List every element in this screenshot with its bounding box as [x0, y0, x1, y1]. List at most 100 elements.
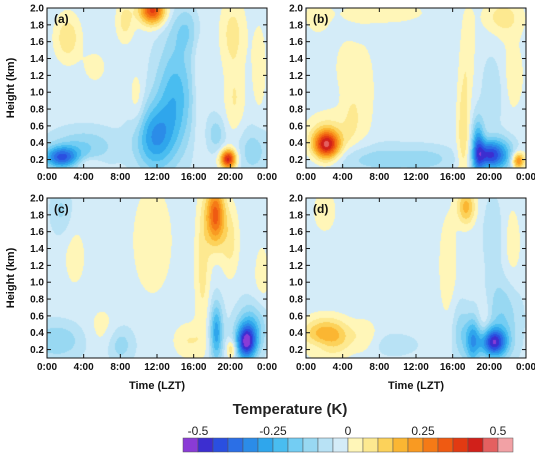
- colorbar-box: [482, 437, 499, 453]
- panel-d-label: (d): [313, 202, 328, 216]
- panel-a-xtick-label: 8:00: [110, 172, 130, 183]
- panel-a-ytick-label: 1.4: [30, 54, 44, 65]
- panel-c-ytick-label: 1.4: [30, 244, 44, 255]
- colorbar: Temperature (K) -0.5 -0.25 0 0.25 0.5: [182, 401, 514, 453]
- panel-a-xtick-label: 20:00: [218, 172, 244, 183]
- panel-d-xtick-label: 4:00: [333, 362, 353, 373]
- panel-c-xlabel: Time (LZT): [129, 380, 185, 392]
- panel-c-ytick-label: 0.4: [30, 328, 44, 339]
- colorbar-tick-label: -0.5: [188, 424, 209, 438]
- panel-d-xtick-label: 20:00: [477, 362, 503, 373]
- colorbar-box: [362, 437, 379, 453]
- colorbar-tick-label: 0: [345, 424, 352, 438]
- panel-d-ytick-label: 0.8: [289, 295, 303, 306]
- colorbar-box: [422, 437, 439, 453]
- colorbar-ticks: -0.5 -0.25 0 0.25 0.5: [188, 424, 507, 438]
- panel-d: 0:00 4:00 8:00 12:00 16:00 20:00 0:00 0.20.40.…: [289, 194, 535, 393]
- panel-c-xtick-label: 4:00: [74, 362, 94, 373]
- panel-c-ytick-label: 0.2: [30, 345, 44, 356]
- panel-a-xtick-label: 12:00: [144, 172, 170, 183]
- colorbar-box: [197, 437, 214, 453]
- panel-d-xticks: 0:00 4:00 8:00 12:00 16:00 20:00 0:00: [296, 198, 535, 373]
- panel-c-ytick-label: 2.0: [30, 194, 44, 205]
- panel-a-ytick-label: 1.0: [30, 88, 44, 99]
- colorbar-box: [377, 437, 394, 453]
- colorbar-tick-label: 0.5: [490, 424, 507, 438]
- panel-b-ytick-label: 1.0: [289, 88, 303, 99]
- panel-a-field: [47, 8, 267, 168]
- panel-c-xtick-label: 12:00: [144, 362, 170, 373]
- panel-c-ytick-label: 1.2: [30, 261, 44, 272]
- colorbar-box: [287, 437, 304, 453]
- colorbar-tick-label: 0.25: [411, 424, 435, 438]
- panel-a-xticks: 0:00 4:00 8:00 12:00 16:00 20:00 0:00: [37, 8, 277, 183]
- panel-b-field: [306, 8, 526, 168]
- panel-a-ytick-label: 1.2: [30, 71, 44, 82]
- panel-a-xtick-label: 16:00: [181, 172, 207, 183]
- panel-d-ytick-label: 1.4: [289, 244, 303, 255]
- panel-b-ytick-label: 1.2: [289, 71, 303, 82]
- panel-b-xtick-label: 20:00: [477, 172, 503, 183]
- colorbar-tick-label: -0.25: [259, 424, 287, 438]
- panel-b-ytick-label: 1.4: [289, 54, 303, 65]
- colorbar-box: [317, 437, 334, 453]
- panel-d-ytick-label: 0.6: [289, 311, 303, 322]
- panel-d-yticks: 0.2 0.4 0.6 0.8 1.0 1.2 1.4 1.6 1.8 2.0: [289, 194, 526, 356]
- colorbar-box: [407, 437, 424, 453]
- panel-b-ytick-label: 0.6: [289, 121, 303, 132]
- colorbar-box: [347, 437, 364, 453]
- panel-a-ytick-label: 1.8: [30, 20, 44, 31]
- panel-a-ytick-label: 0.4: [30, 138, 44, 149]
- panel-a-xtick-label: 4:00: [74, 172, 94, 183]
- panel-c-xtick-label: 8:00: [110, 362, 130, 373]
- panel-b-ytick-label: 1.8: [289, 20, 303, 31]
- panel-d-xtick-label: 0:00: [296, 362, 316, 373]
- panel-c-xtick-label: 0:00: [257, 362, 277, 373]
- panel-c: 0:00 4:00 8:00 12:00 16:00 20:00 0:00 0.20.40.…: [5, 194, 277, 393]
- panel-d-xlabel: Time (LZT): [388, 380, 444, 392]
- panel-c-xtick-label: 16:00: [181, 362, 207, 373]
- panel-b-ytick-label: 2.0: [289, 4, 303, 15]
- colorbar-box: [392, 437, 409, 453]
- panel-c-xticks: 0:00 4:00 8:00 12:00 16:00 20:00 0:00: [37, 198, 277, 373]
- panel-d-xtick-label: 0:00: [516, 362, 535, 373]
- panel-b-yticks: 0.2 0.4 0.6 0.8 1.0 1.2 1.4 1.6 1.8 2.0: [289, 4, 526, 166]
- colorbar-box: [437, 437, 454, 453]
- panel-d-ytick-label: 2.0: [289, 194, 303, 205]
- panel-c-field: [47, 198, 267, 358]
- panel-c-xtick-label: 0:00: [37, 362, 57, 373]
- panel-a-ytick-label: 0.6: [30, 121, 44, 132]
- colorbar-box: [227, 437, 244, 453]
- panel-d-xtick-label: 8:00: [369, 362, 389, 373]
- panel-c-ytick-label: 1.6: [30, 227, 44, 238]
- panel-a-ytick-label: 0.8: [30, 105, 44, 116]
- panel-b-ytick-label: 1.6: [289, 37, 303, 48]
- panel-a-xtick-label: 0:00: [37, 172, 57, 183]
- panel-d-ytick-label: 1.2: [289, 261, 303, 272]
- panel-b: 0:00 4:00 8:00 12:00 16:00 20:00 0:00 0.20.40.…: [289, 4, 535, 184]
- panel-a-ytick-label: 1.6: [30, 37, 44, 48]
- colorbar-box: [497, 437, 514, 453]
- panel-c-ytick-label: 1.8: [30, 210, 44, 221]
- panel-b-ytick-label: 0.4: [289, 138, 303, 149]
- panel-a-ylabel: Height (km): [5, 57, 17, 118]
- panel-b-label: (b): [313, 12, 328, 26]
- panel-a-ytick-label: 0.2: [30, 155, 44, 166]
- panel-b-xtick-label: 8:00: [369, 172, 389, 183]
- colorbar-box: [182, 437, 199, 453]
- panel-d-ytick-label: 1.8: [289, 210, 303, 221]
- colorbar-boxes: [182, 437, 514, 453]
- panel-c-yticks: 0.2 0.4 0.6 0.8 1.0 1.2 1.4 1.6 1.8 2.0: [30, 194, 267, 356]
- panel-b-ytick-label: 0.2: [289, 155, 303, 166]
- panel-c-ytick-label: 1.0: [30, 278, 44, 289]
- panel-c-ytick-label: 0.6: [30, 311, 44, 322]
- colorbar-box: [212, 437, 229, 453]
- panel-d-field: [306, 198, 526, 358]
- panel-d-ytick-label: 0.4: [289, 328, 303, 339]
- panel-a-yticks: 0.2 0.4 0.6 0.8 1.0 1.2 1.4 1.6 1.8 2.0: [30, 4, 267, 166]
- colorbar-box: [302, 437, 319, 453]
- panel-d-ytick-label: 1.0: [289, 278, 303, 289]
- panel-b-xtick-label: 0:00: [296, 172, 316, 183]
- colorbar-box: [257, 437, 274, 453]
